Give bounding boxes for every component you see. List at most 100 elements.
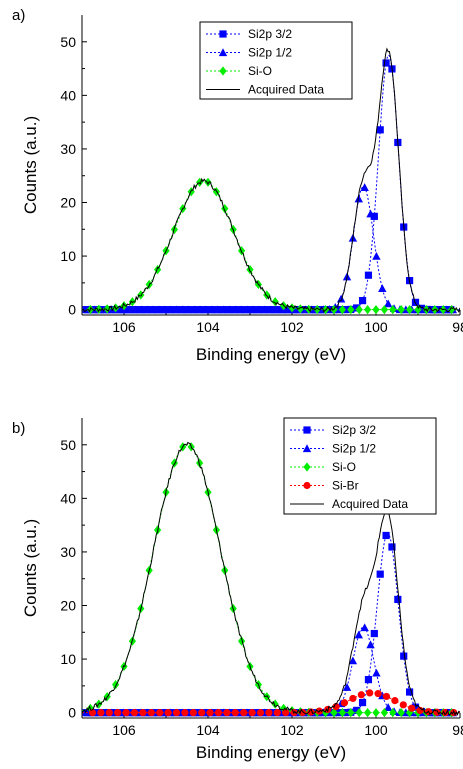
data-point [214,709,223,717]
data-point [313,304,321,315]
data-point [164,709,172,717]
y-tick-label: 50 [60,437,76,453]
y-tick-label: 10 [60,651,76,667]
data-point [383,299,393,308]
data-point [382,692,391,701]
data-point [408,704,416,712]
data-point [376,126,384,134]
data-point [355,708,363,718]
data-point [172,305,181,314]
legend-label: Si2p 1/2 [248,46,292,60]
data-point [103,304,111,314]
data-point [122,709,130,717]
data-point [206,709,214,717]
data-point [120,301,128,311]
data-point [406,708,414,718]
data-point [166,305,175,314]
legend: Si2p 3/2 Si2p 1/2 Si-O Acquired Data [199,21,353,100]
series-acquired-data [82,47,460,313]
data-point [189,305,199,314]
data-point [366,640,375,649]
x-tick-label: 104 [196,722,220,738]
x-tick-label: 102 [280,722,304,738]
data-point [332,703,340,711]
series-si2p-3-2 [82,531,460,717]
data-point [189,709,197,717]
data-point [284,305,293,314]
series-acquired-data [82,441,460,717]
data-point [246,265,254,275]
legend-label: Si2p 3/2 [248,27,292,41]
data-point [364,708,372,718]
x-tick-label: 98 [452,319,463,335]
legend-label: Acquired Data [248,83,324,97]
data-point [411,703,420,711]
data-point [172,709,181,717]
data-point [225,305,234,314]
data-point [88,709,97,717]
legend-marker [219,30,227,38]
data-point [382,531,390,540]
x-tick-label: 100 [364,319,388,335]
data-point [219,305,228,314]
data-point [288,303,296,313]
data-point [338,305,346,315]
data-point [417,304,425,312]
data-point [354,630,363,639]
data-point [364,676,373,684]
data-point [142,305,152,314]
legend-marker [302,444,312,453]
data-point [397,708,405,718]
legend-entry: Si2p 1/2 [290,442,376,456]
data-point [248,305,258,314]
data-point [370,629,378,638]
data-point [137,305,146,314]
data-point [380,708,388,718]
x-tick-label: 106 [112,722,136,738]
data-point [130,709,139,717]
data-point [406,688,414,696]
data-point [273,709,281,717]
legend-label: Si-Br [332,479,359,493]
data-point [372,668,381,677]
x-tick-label: 104 [196,319,220,335]
data-point [448,305,456,315]
plot-area [82,47,460,315]
x-tick-label: 102 [280,319,304,335]
data-point [223,709,231,717]
panel-label: b) [12,420,25,437]
data-point [97,709,105,717]
data-point [342,683,352,691]
data-point [364,305,372,315]
data-point [95,304,103,314]
data-point [184,305,193,314]
data-point [400,652,408,660]
data-point [340,699,349,707]
series-si-o [82,177,460,315]
data-point [207,305,216,314]
data-point [414,305,422,315]
legend-label: Si-O [332,460,356,474]
data-point [391,697,399,705]
data-point [336,294,346,303]
data-point [389,305,397,315]
data-point [366,689,374,697]
y-tick-label: 0 [68,705,76,721]
data-point [376,570,384,578]
data-point [256,709,265,717]
data-point [349,694,357,703]
data-point [282,709,290,717]
x-tick-label: 98 [452,722,463,738]
legend-label: Si-O [248,64,272,78]
x-tick-label: 106 [112,319,136,335]
data-point [271,297,279,307]
data-point [254,305,264,314]
series-si-br [82,689,460,717]
data-point [178,305,187,314]
data-point [366,209,375,218]
data-point [148,305,158,314]
legend-label: Si2p 3/2 [332,423,376,437]
data-point [242,305,252,314]
series-line [82,180,460,311]
